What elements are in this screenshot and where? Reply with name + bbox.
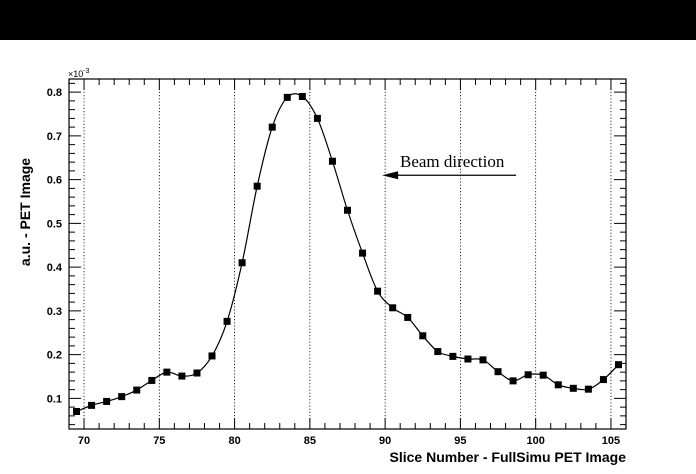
x-tick-labels: 70 75 80 85 90 95 100 105 (78, 435, 620, 447)
annotation: Beam direction (382, 152, 517, 180)
grid-lines (83, 79, 612, 429)
data-point (464, 355, 472, 363)
data-point (569, 384, 577, 392)
data-point (133, 386, 141, 394)
data-point (223, 317, 231, 325)
data-point (283, 93, 291, 101)
y-tick-label: 0.5 (47, 218, 62, 230)
data-point (88, 401, 96, 409)
data-point (344, 206, 351, 214)
y-tick-label: 0.1 (47, 393, 62, 405)
data-point (509, 377, 517, 385)
data-point (524, 371, 532, 379)
data-point (313, 114, 321, 122)
data-point (298, 93, 306, 100)
y-tick-label: 0.2 (47, 350, 62, 362)
x-tick-label: 90 (379, 435, 391, 447)
data-point (163, 368, 171, 376)
data-point (118, 393, 126, 401)
x-tick-label: 105 (602, 435, 620, 447)
data-point (434, 348, 442, 356)
x-tick-label: 85 (304, 435, 316, 447)
y-tick-label: 0.3 (47, 306, 62, 318)
annotation-arrow-head (382, 171, 399, 180)
data-point (419, 332, 427, 340)
y-tick-label: 0.4 (47, 262, 63, 274)
data-point (389, 304, 397, 312)
y-axis-multiplier: ×10-3 (68, 68, 90, 79)
data-point (599, 376, 607, 384)
x-axis-title: Slice Number - FullSimu PET Image (390, 449, 627, 465)
data-point (614, 361, 622, 369)
x-tick-label: 80 (228, 435, 240, 447)
data-point (178, 372, 186, 380)
annotation-label: Beam direction (400, 152, 505, 171)
data-point (103, 397, 111, 405)
data-point (539, 371, 547, 379)
data-point (359, 249, 367, 257)
data-point (253, 182, 261, 190)
data-point (449, 352, 457, 360)
data-point (479, 356, 487, 364)
data-point (494, 368, 502, 376)
plot-frame (68, 78, 627, 430)
y-tick-label: 0.6 (47, 175, 62, 187)
x-tick-label: 75 (153, 435, 165, 447)
x-tick-label: 100 (526, 435, 544, 447)
series (73, 93, 622, 415)
axis-ticks (68, 79, 627, 429)
data-point (193, 369, 201, 377)
plot-border (68, 78, 627, 430)
data-point (268, 123, 276, 131)
x-tick-label: 70 (78, 435, 90, 447)
y-tick-labels: 0.1 0.2 0.3 0.4 0.5 0.6 0.7 0.8 (47, 87, 63, 405)
data-point (584, 385, 592, 393)
data-point (208, 352, 216, 360)
x-tick-label: 95 (454, 435, 466, 447)
data-point (374, 287, 382, 295)
plot-area (69, 79, 626, 429)
y-tick-label: 0.8 (47, 87, 62, 99)
y-axis-title: a.u. - PET Image (17, 158, 33, 266)
data-point (328, 157, 336, 165)
data-point (238, 259, 246, 267)
top-bar (0, 0, 696, 40)
data-point (148, 376, 156, 384)
data-point (554, 381, 562, 389)
data-point (404, 313, 412, 321)
data-point (73, 408, 81, 415)
y-tick-label: 0.7 (47, 131, 62, 143)
